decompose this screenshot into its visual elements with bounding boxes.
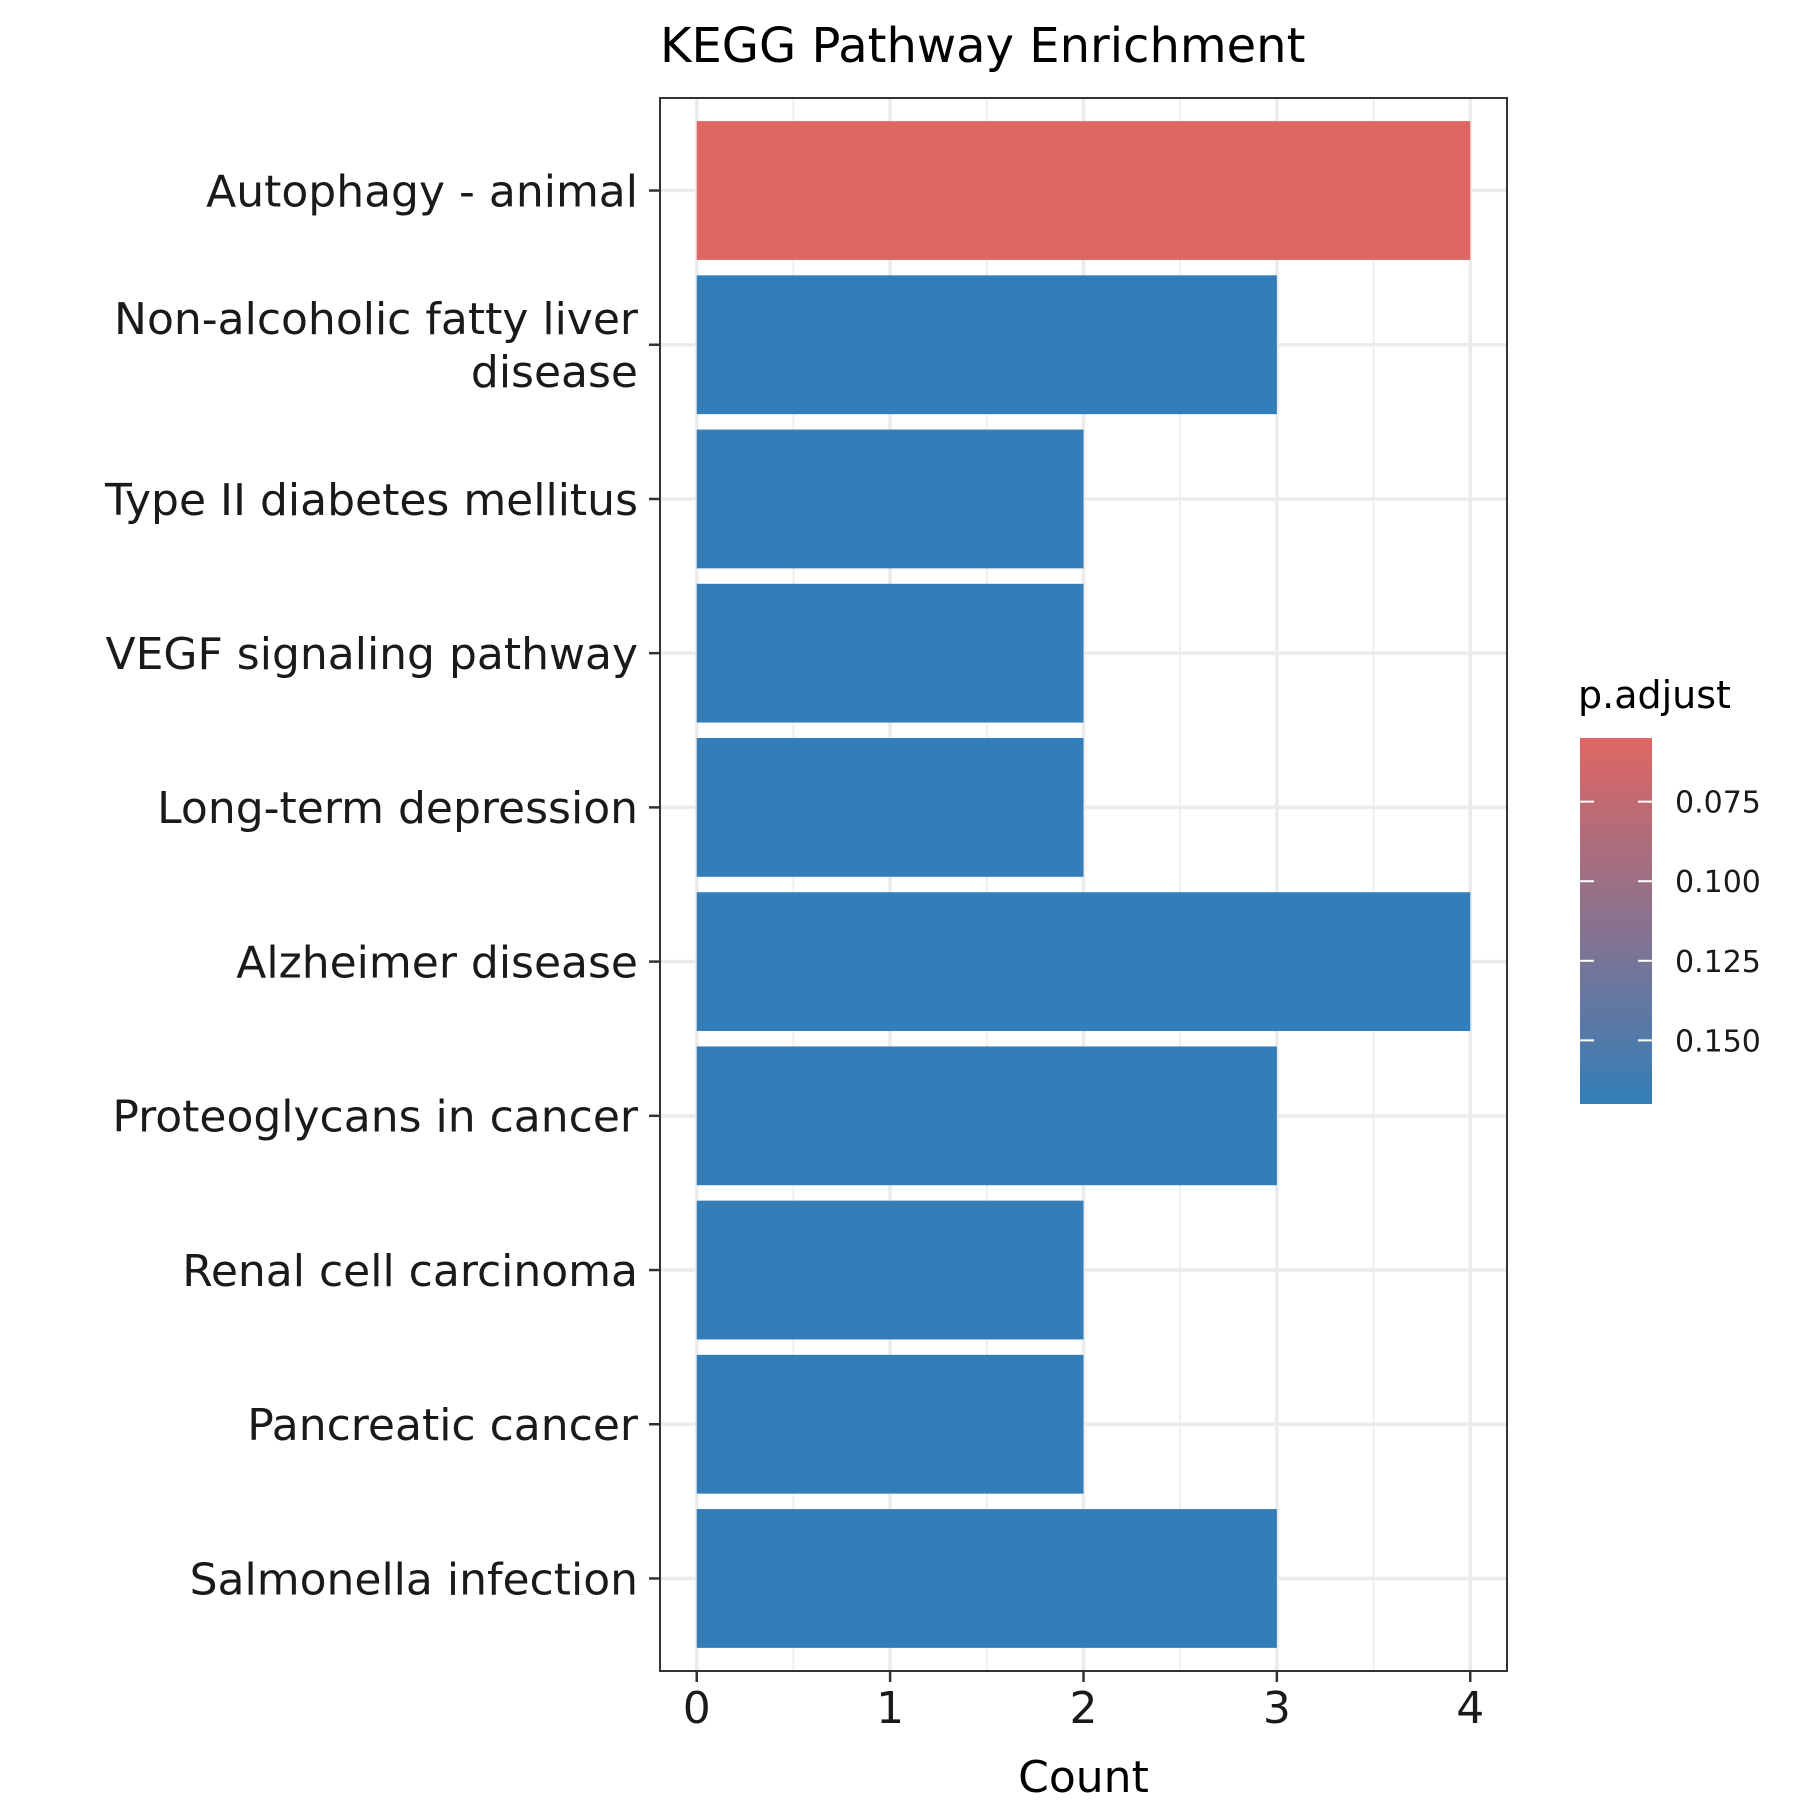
legend-colorbar xyxy=(1580,738,1652,1104)
bar xyxy=(696,121,1471,260)
bar xyxy=(696,275,1277,415)
x-axis-title: Count xyxy=(1018,1752,1149,1800)
y-tick-label: VEGF signaling pathway xyxy=(106,629,639,680)
bar-layer xyxy=(696,121,1471,1648)
y-tick-label: Autophagy - animal xyxy=(206,166,638,217)
y-tick-label: Long-term depression xyxy=(157,783,638,834)
legend-tick-label: 0.075 xyxy=(1675,786,1761,821)
legend-ticks: 0.075 0.100 0.125 0.150 xyxy=(1580,786,1761,1059)
legend-tick-label: 0.150 xyxy=(1675,1024,1761,1059)
bar xyxy=(696,892,1471,1032)
bar xyxy=(696,429,1084,569)
x-tick-label: 1 xyxy=(876,1683,904,1734)
y-tick-label: Non-alcoholic fatty liver disease xyxy=(114,294,639,398)
x-tick-label: 3 xyxy=(1263,1683,1291,1734)
bar xyxy=(696,1200,1084,1340)
y-tick-label: Renal cell carcinoma xyxy=(182,1246,638,1297)
bar xyxy=(696,1354,1084,1494)
y-tick-label: Type II diabetes mellitus xyxy=(104,475,638,526)
bar xyxy=(696,1046,1277,1186)
bar xyxy=(696,737,1084,877)
y-tick-label: Proteoglycans in cancer xyxy=(112,1092,639,1143)
x-tick-label: 0 xyxy=(683,1683,711,1734)
legend-tick-label: 0.100 xyxy=(1675,865,1761,900)
color-legend: p.adjust 0.075 0.100 0.125 0.150 xyxy=(1578,673,1761,1104)
x-tick-label: 2 xyxy=(1070,1683,1098,1734)
y-tick-label: Salmonella infection xyxy=(190,1554,638,1605)
y-tick-label: Pancreatic cancer xyxy=(247,1400,639,1451)
legend-title: p.adjust xyxy=(1578,673,1731,717)
legend-tick-label: 0.125 xyxy=(1675,945,1761,980)
y-tick-label: Alzheimer disease xyxy=(236,937,638,988)
bar xyxy=(696,1509,1277,1648)
bar xyxy=(696,583,1084,723)
x-tick-label: 4 xyxy=(1456,1683,1484,1734)
axis-layer: 0 1 2 3 4 Autophagy - animal Non-alcoholic fat… xyxy=(104,166,1484,1734)
chart-title: KEGG Pathway Enrichment xyxy=(660,18,1305,74)
